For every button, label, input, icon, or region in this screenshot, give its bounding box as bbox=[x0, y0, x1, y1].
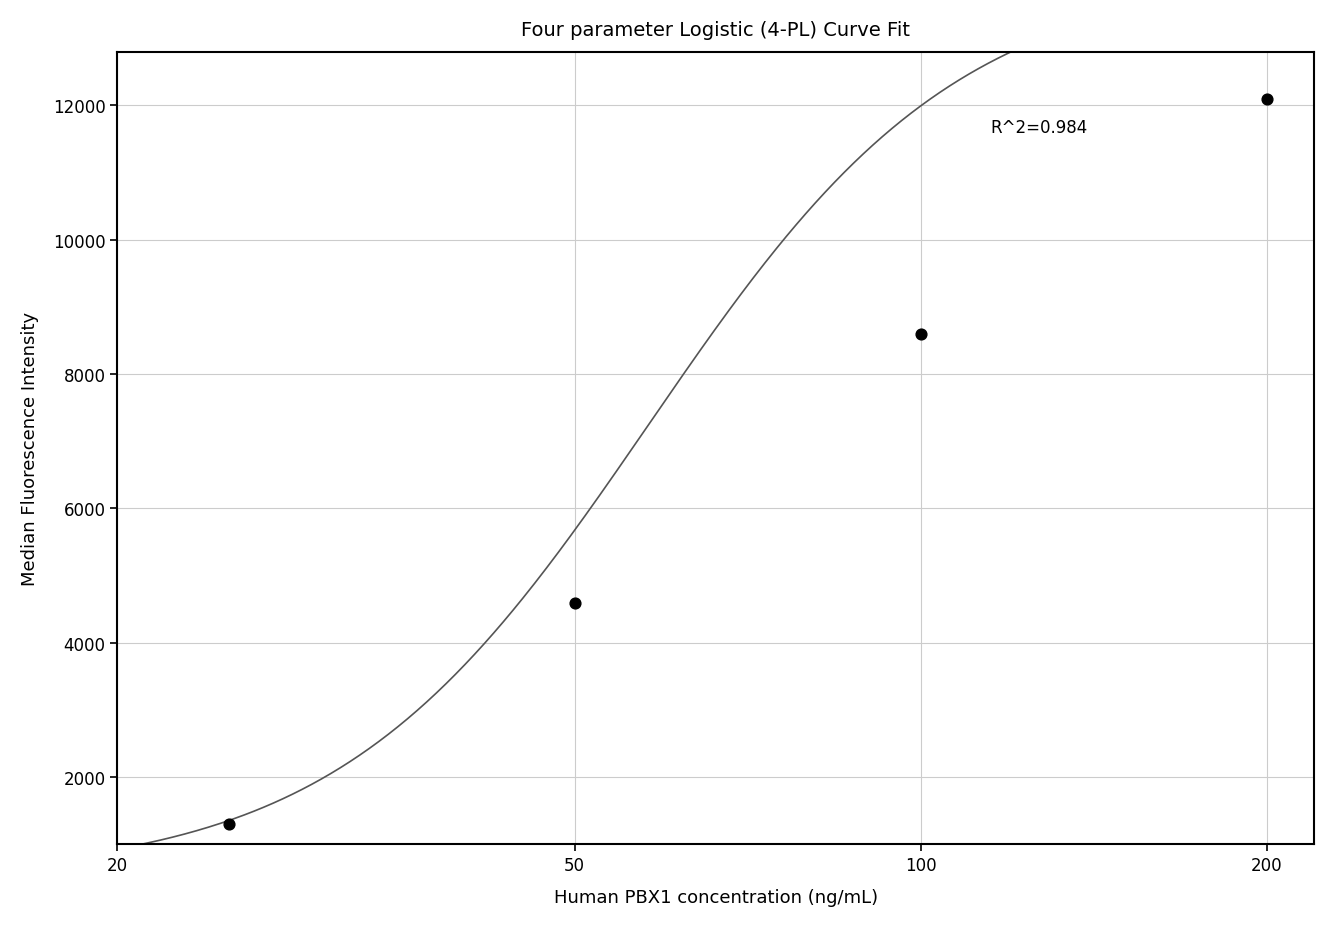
X-axis label: Human PBX1 concentration (ng/mL): Human PBX1 concentration (ng/mL) bbox=[554, 888, 878, 907]
Point bbox=[1256, 92, 1278, 107]
Point bbox=[563, 595, 585, 610]
Point bbox=[218, 817, 239, 832]
Y-axis label: Median Fluorescence Intensity: Median Fluorescence Intensity bbox=[21, 311, 39, 586]
Title: Four parameter Logistic (4-PL) Curve Fit: Four parameter Logistic (4-PL) Curve Fit bbox=[521, 20, 910, 40]
Text: R^2=0.984: R^2=0.984 bbox=[991, 119, 1088, 137]
Point bbox=[910, 327, 932, 342]
